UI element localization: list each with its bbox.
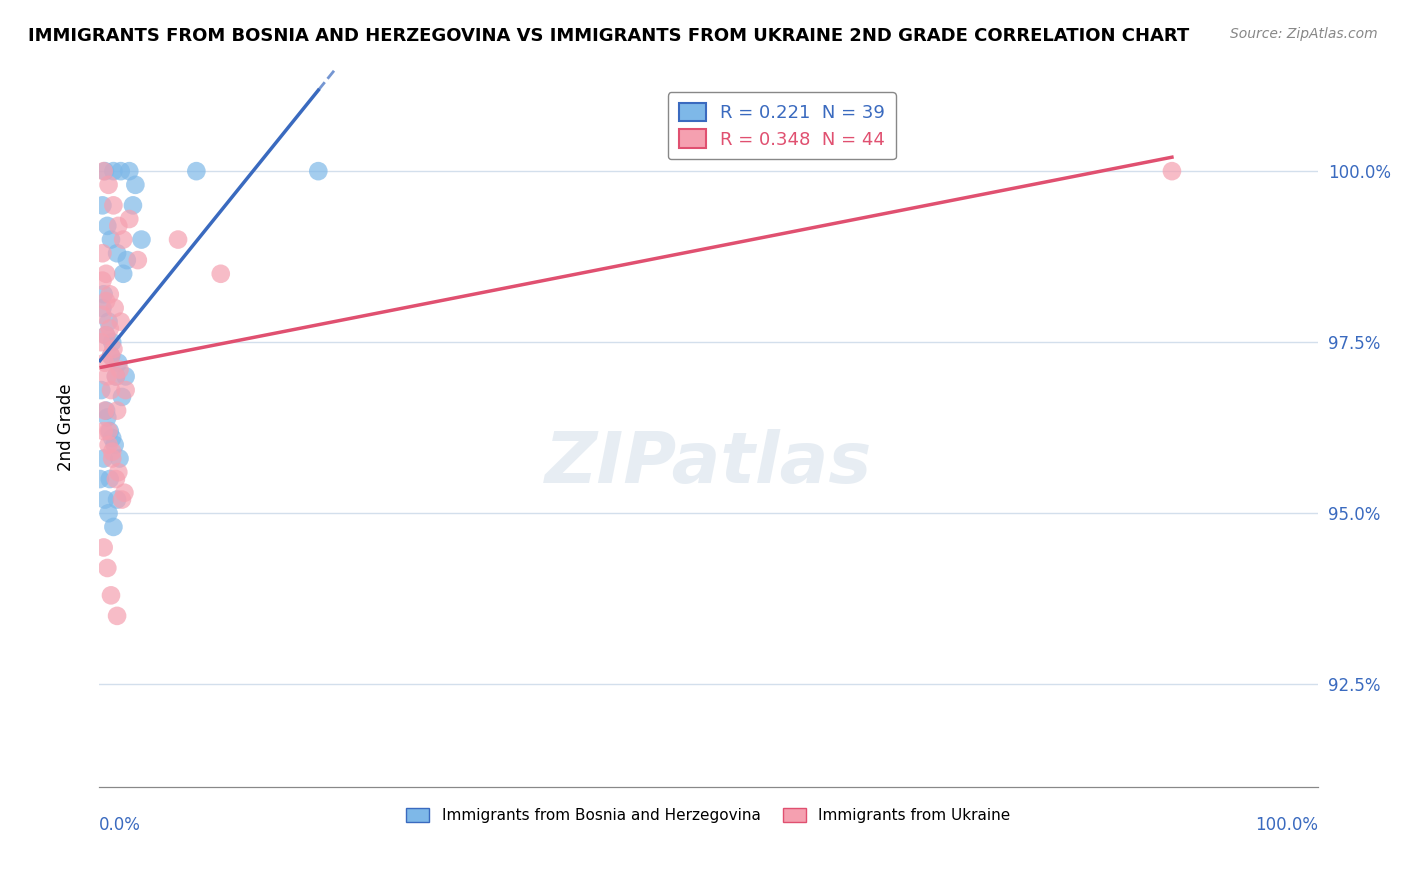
- Point: [98, 321, 121, 335]
- Point: [110, 315, 132, 329]
- Point: [104, 369, 127, 384]
- Point: [94, 294, 117, 309]
- Point: [93, 451, 115, 466]
- Point: [107, 356, 129, 370]
- Point: [93, 424, 115, 438]
- Point: [93, 541, 115, 555]
- Text: Source: ZipAtlas.com: Source: ZipAtlas.com: [1230, 27, 1378, 41]
- Point: [94, 492, 117, 507]
- Point: [96, 410, 118, 425]
- Point: [103, 342, 125, 356]
- Point: [100, 349, 122, 363]
- Point: [105, 492, 128, 507]
- Point: [89, 472, 111, 486]
- Point: [100, 233, 122, 247]
- Point: [98, 287, 121, 301]
- Text: ZIPatlas: ZIPatlas: [546, 429, 872, 498]
- Y-axis label: 2nd Grade: 2nd Grade: [58, 384, 75, 472]
- Point: [103, 164, 125, 178]
- Point: [97, 438, 120, 452]
- Point: [96, 369, 118, 384]
- Point: [94, 267, 117, 281]
- Point: [110, 164, 132, 178]
- Point: [209, 267, 232, 281]
- Point: [104, 472, 127, 486]
- Point: [94, 403, 117, 417]
- Point: [101, 431, 124, 445]
- Point: [105, 608, 128, 623]
- Point: [93, 164, 115, 178]
- Point: [114, 383, 136, 397]
- Point: [94, 328, 117, 343]
- Point: [104, 301, 127, 315]
- Point: [91, 198, 114, 212]
- Point: [101, 451, 124, 466]
- Point: [97, 506, 120, 520]
- Point: [115, 253, 138, 268]
- Point: [101, 335, 124, 350]
- Point: [94, 328, 117, 343]
- Point: [105, 403, 128, 417]
- Text: 0.0%: 0.0%: [98, 815, 141, 834]
- Point: [112, 485, 135, 500]
- Point: [96, 561, 118, 575]
- Point: [167, 233, 190, 247]
- Point: [131, 233, 153, 247]
- Point: [94, 403, 117, 417]
- Point: [90, 335, 112, 350]
- Point: [100, 383, 122, 397]
- Point: [98, 472, 121, 486]
- Point: [97, 424, 120, 438]
- Point: [103, 198, 125, 212]
- Point: [91, 246, 114, 260]
- Point: [108, 451, 131, 466]
- Point: [100, 349, 122, 363]
- Point: [127, 253, 149, 268]
- Text: IMMIGRANTS FROM BOSNIA AND HERZEGOVINA VS IMMIGRANTS FROM UKRAINE 2ND GRADE CORR: IMMIGRANTS FROM BOSNIA AND HERZEGOVINA V…: [28, 27, 1189, 45]
- Point: [112, 267, 135, 281]
- Point: [105, 246, 128, 260]
- Point: [100, 588, 122, 602]
- Point: [124, 178, 146, 192]
- Point: [90, 383, 112, 397]
- Point: [186, 164, 208, 178]
- Point: [111, 390, 134, 404]
- Point: [103, 520, 125, 534]
- Point: [91, 301, 114, 315]
- Point: [111, 492, 134, 507]
- Point: [104, 369, 127, 384]
- Point: [101, 444, 124, 458]
- Point: [93, 287, 115, 301]
- Point: [118, 212, 141, 227]
- Point: [122, 198, 145, 212]
- Point: [94, 164, 117, 178]
- Point: [118, 164, 141, 178]
- Point: [97, 315, 120, 329]
- Point: [104, 438, 127, 452]
- Point: [1161, 164, 1184, 178]
- Point: [114, 369, 136, 384]
- Point: [307, 164, 329, 178]
- Text: 100.0%: 100.0%: [1256, 815, 1319, 834]
- Point: [107, 219, 129, 233]
- Point: [112, 233, 135, 247]
- Legend: Immigrants from Bosnia and Herzegovina, Immigrants from Ukraine: Immigrants from Bosnia and Herzegovina, …: [401, 802, 1017, 830]
- Point: [91, 308, 114, 322]
- Point: [108, 362, 131, 376]
- Point: [98, 424, 121, 438]
- Point: [94, 356, 117, 370]
- Point: [97, 178, 120, 192]
- Point: [96, 219, 118, 233]
- Point: [91, 274, 114, 288]
- Point: [107, 465, 129, 479]
